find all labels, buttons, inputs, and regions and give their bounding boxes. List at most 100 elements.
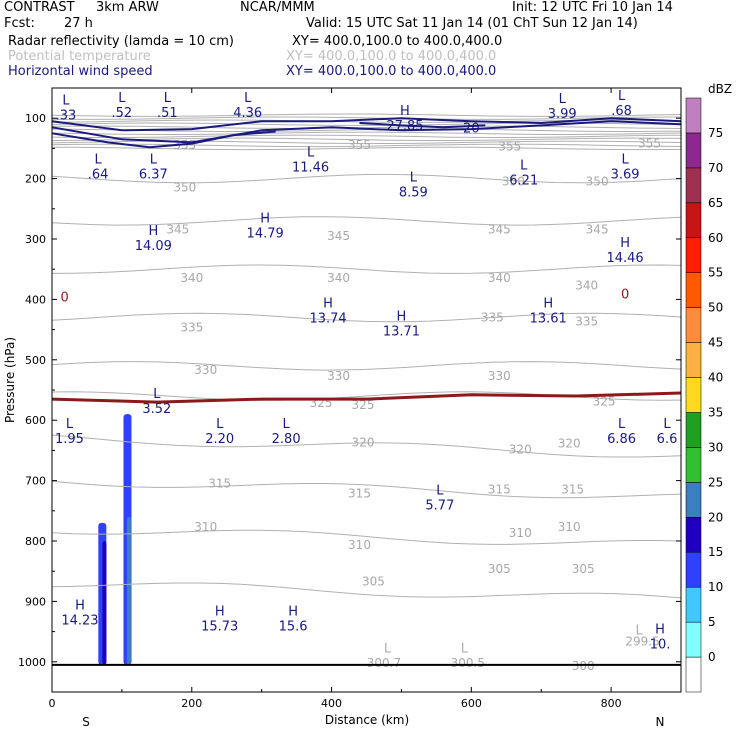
extremum-value: 3.99 [548,107,577,122]
wind-contours: 200 0 [51,117,682,404]
field-wind-xy: XY= 400.0,100.0 to 400.0,400.0 [286,64,497,79]
extremum-value: 11.46 [292,160,329,175]
theta-label: 305 [488,562,511,576]
theta-label: 315 [208,476,231,490]
theta-label: 330 [488,369,511,383]
colorbar-swatch [685,621,702,658]
extremum-type: L [410,171,418,186]
colorbar-label: 35 [708,405,723,419]
extremum-type: L [62,93,70,108]
theta-label: 340 [180,271,203,285]
extremum-type: L [663,417,671,432]
theta-label: 355 [498,139,521,153]
extremum-value: 13.74 [309,311,346,326]
extremum-value: 5.77 [425,498,454,513]
theta-contour-line [51,116,682,120]
extremum-type: H [215,604,225,619]
model-resolution: 3km ARW [96,0,159,15]
extremum-type: L [559,92,567,107]
extremum-type: L [461,642,469,657]
theta-contour-line [51,143,682,148]
extremum-value: .64 [88,168,109,183]
colorbar-label: 30 [708,440,723,454]
extremum-type: H [288,604,298,619]
y-tick-label: 700 [25,475,46,488]
x-axis-title: Distance (km) [325,713,409,727]
theta-contour-line [51,480,682,499]
extremum-type: L [164,91,172,106]
theta-label: 340 [327,271,350,285]
extremum-type: L [618,417,626,432]
colorbar-swatch [685,517,702,553]
theta-label: 310 [558,520,581,534]
extremum-value: 6.21 [509,174,538,189]
y-tick-label: 800 [25,535,46,548]
extremum-type: H [620,236,630,251]
colorbar-label: 45 [708,336,723,350]
x-tick-label: 400 [321,697,342,710]
extremum-value: 3.52 [142,402,171,417]
model-name: CONTRAST [4,0,75,15]
colorbar-label: 25 [708,475,723,489]
theta-contour-line [51,312,682,323]
extremum-value: 10. [650,637,671,652]
y-tick-label: 600 [25,414,46,427]
extremum-value: 14.23 [61,613,98,628]
extremum-type: L [436,483,444,498]
extremum-value: 6.86 [607,432,636,447]
theta-label: 340 [488,271,511,285]
field-theta-xy: XY= 400.0,100.0 to 400.0,400.0 [286,49,497,64]
theta-contour-line [51,137,682,141]
y-tick-label: 400 [25,293,46,306]
y-tick-label: 900 [25,595,46,608]
extremum-value: 27.85 [386,119,423,134]
x-tick-label: 800 [601,697,622,710]
extremum-value: 6.37 [139,168,168,183]
colorbar-swatch [685,272,702,308]
extremum-type: H [397,310,407,325]
extremum-type: H [323,296,333,311]
colorbar-label: 0 [708,650,716,664]
theta-label: 330 [194,363,217,377]
theta-label: 299.5 [625,635,659,649]
extremum-value: 2.20 [205,432,234,447]
organization: NCAR/MMM [240,0,315,15]
colorbar-label: 50 [708,301,723,315]
extremum-type: H [260,212,270,227]
field-wind: Horizontal wind speed [8,64,153,79]
theta-contour-line [51,146,682,151]
wind-label: 0 [621,287,629,302]
colorbar-label: 5 [708,615,716,629]
theta-contour-line [51,216,682,226]
extremum-value: 13.71 [383,325,420,340]
y-tick-label: 100 [25,112,46,125]
theta-contour-line [51,173,682,184]
theta-label: 335 [180,321,203,335]
extremum-value: .51 [157,106,178,121]
extremum-value: 14.79 [247,227,284,242]
colorbar-swatch [685,307,702,343]
extremum-value: 15.6 [279,619,308,634]
colorbar-label: 60 [708,231,723,245]
colorbar-swatch [685,377,702,413]
theta-label: 335 [481,310,504,324]
theta-label: 300.7 [367,656,401,670]
wind-contour-line [51,130,276,149]
extremum-type: L [95,153,103,168]
theta-contour-line [51,113,682,117]
theta-contour-line [51,361,682,371]
extremum-value: 15.73 [201,619,238,634]
theta-label: 355 [348,138,371,152]
extremum-type: L [621,153,629,168]
colorbar-swatch [685,202,702,239]
theta-label: 300.5 [451,656,485,670]
colorbar-swatch [685,342,702,378]
extremum-value: 14.09 [135,239,172,254]
extremum-value: 14.46 [606,251,643,266]
theta-label: 305 [572,562,595,576]
extremum-value: 6.6 [657,432,678,447]
theta-label: 335 [575,315,598,329]
theta-label: 345 [586,223,609,237]
